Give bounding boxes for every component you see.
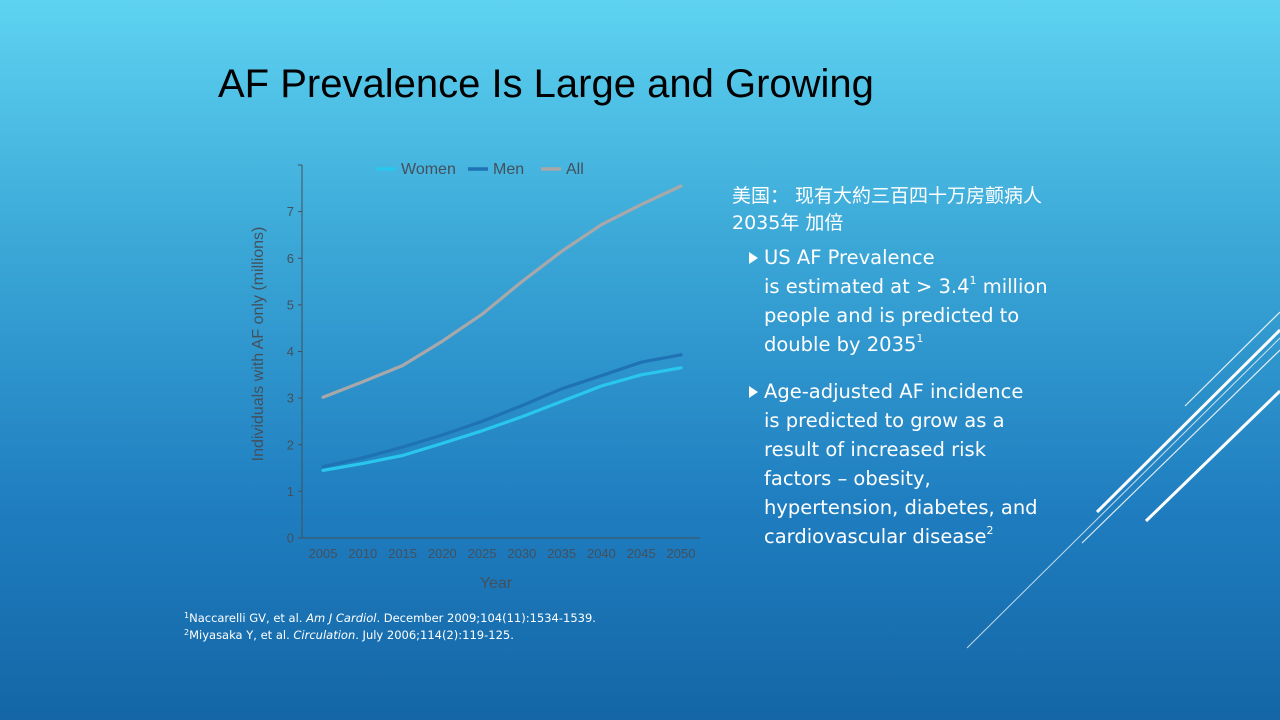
- reference-details: . July 2006;114(2):119-125.: [355, 628, 514, 642]
- bullet-text: double by 2035: [764, 333, 917, 356]
- bullet-text: cardiovascular disease: [764, 525, 987, 548]
- bullet-line: hypertension, diabetes, and: [764, 493, 1152, 522]
- slide-title: AF Prevalence Is Large and Growing: [218, 62, 874, 106]
- bullet-line: factors – obesity,: [764, 464, 1152, 493]
- x-tick-label: 2015: [388, 546, 417, 561]
- bullet-arrow-icon: [749, 252, 758, 264]
- reference-item: 2Miyasaka Y, et al. Circulation. July 20…: [184, 627, 596, 644]
- x-tick-label: 2045: [627, 546, 656, 561]
- reference-number: 2: [184, 628, 190, 637]
- y-tick-label: 2: [287, 437, 294, 452]
- bullet-text: is predicted to grow as a: [764, 409, 1005, 432]
- x-tick-label: 2020: [428, 546, 457, 561]
- bullet-list: US AF Prevalence is estimated at > 3.41 m…: [732, 243, 1152, 551]
- bullet-line: result of increased risk: [764, 435, 1152, 464]
- bullet-text: people and is predicted to: [764, 304, 1020, 327]
- bullet-line: people and is predicted to: [764, 301, 1152, 330]
- x-axis-label: Year: [480, 575, 513, 592]
- x-tick-label: 2025: [468, 546, 497, 561]
- y-tick-label: 3: [287, 391, 294, 406]
- bullet-text: Age-adjusted AF incidence: [764, 380, 1024, 403]
- bullet-text-after: million: [976, 275, 1048, 298]
- x-tick-label: 2040: [587, 546, 616, 561]
- footnote-marker: 2: [986, 524, 994, 537]
- af-prevalence-chart: 0 1 2 3 4 5 6 7 2005 2010 2015 2020 2025 2030 2035 2040…: [250, 161, 700, 592]
- bullet-line: cardiovascular disease2: [764, 522, 1152, 551]
- references: 1Naccarelli GV, et al. Am J Cardiol. Dec…: [184, 610, 596, 644]
- reference-details: . December 2009;104(11):1534-1539.: [376, 611, 596, 625]
- bullet-line: Age-adjusted AF incidence: [764, 377, 1152, 406]
- reference-authors: Miyasaka Y, et al.: [189, 628, 294, 642]
- footnote-marker: 1: [969, 274, 977, 287]
- bullet-item: US AF Prevalence is estimated at > 3.41 m…: [732, 243, 1152, 359]
- reference-authors: Naccarelli GV, et al.: [189, 611, 307, 625]
- bullet-arrow-icon: [749, 386, 758, 398]
- y-axis-label: Individuals with AF only (millions): [250, 227, 267, 462]
- y-tick-label: 7: [287, 204, 294, 219]
- bullet-line: is predicted to grow as a: [764, 406, 1152, 435]
- right-panel: 美国： 现有大約三百四十万房颤病人 2035年 加倍 US AF Prevale…: [732, 183, 1152, 569]
- legend-label-men: Men: [493, 161, 524, 178]
- bullet-text: result of increased risk: [764, 438, 987, 461]
- y-tick-label: 5: [287, 297, 294, 312]
- footnote-marker: 1: [916, 332, 924, 345]
- x-tick-label: 2005: [309, 546, 338, 561]
- reference-journal: Circulation: [293, 628, 356, 642]
- y-tick-label: 4: [287, 344, 294, 359]
- bullet-text: factors – obesity,: [764, 467, 931, 490]
- bullet-line: US AF Prevalence: [764, 243, 1152, 272]
- reference-number: 1: [184, 611, 190, 620]
- x-tick-label: 2050: [667, 546, 696, 561]
- bullet-text: hypertension, diabetes, and: [764, 496, 1038, 519]
- x-tick-label: 2010: [348, 546, 377, 561]
- legend-label-all: All: [566, 161, 584, 178]
- y-tick-label: 1: [287, 484, 294, 499]
- x-tick-label: 2030: [507, 546, 536, 561]
- bullet-text: is estimated at > 3.4: [764, 275, 970, 298]
- reference-journal: Am J Cardiol: [306, 611, 377, 625]
- x-tick-label: 2035: [547, 546, 576, 561]
- reference-item: 1Naccarelli GV, et al. Am J Cardiol. Dec…: [184, 610, 596, 627]
- y-tick-label: 0: [287, 531, 294, 546]
- chinese-summary-line-1: 美国： 现有大約三百四十万房颤病人: [732, 185, 1043, 207]
- series-line-all: [321, 184, 683, 399]
- chinese-summary-line-2: 2035年 加倍: [732, 212, 844, 234]
- series-line-women: [321, 366, 683, 472]
- bullet-line: is estimated at > 3.41 million: [764, 272, 1152, 301]
- y-tick-label: 6: [287, 251, 294, 266]
- legend-label-women: Women: [401, 161, 456, 178]
- bullet-line: double by 20351: [764, 330, 1152, 359]
- series-line-men: [321, 353, 683, 469]
- bullet-text: US AF Prevalence: [764, 246, 935, 269]
- bullet-item: Age-adjusted AF incidence is predicted to…: [732, 377, 1152, 551]
